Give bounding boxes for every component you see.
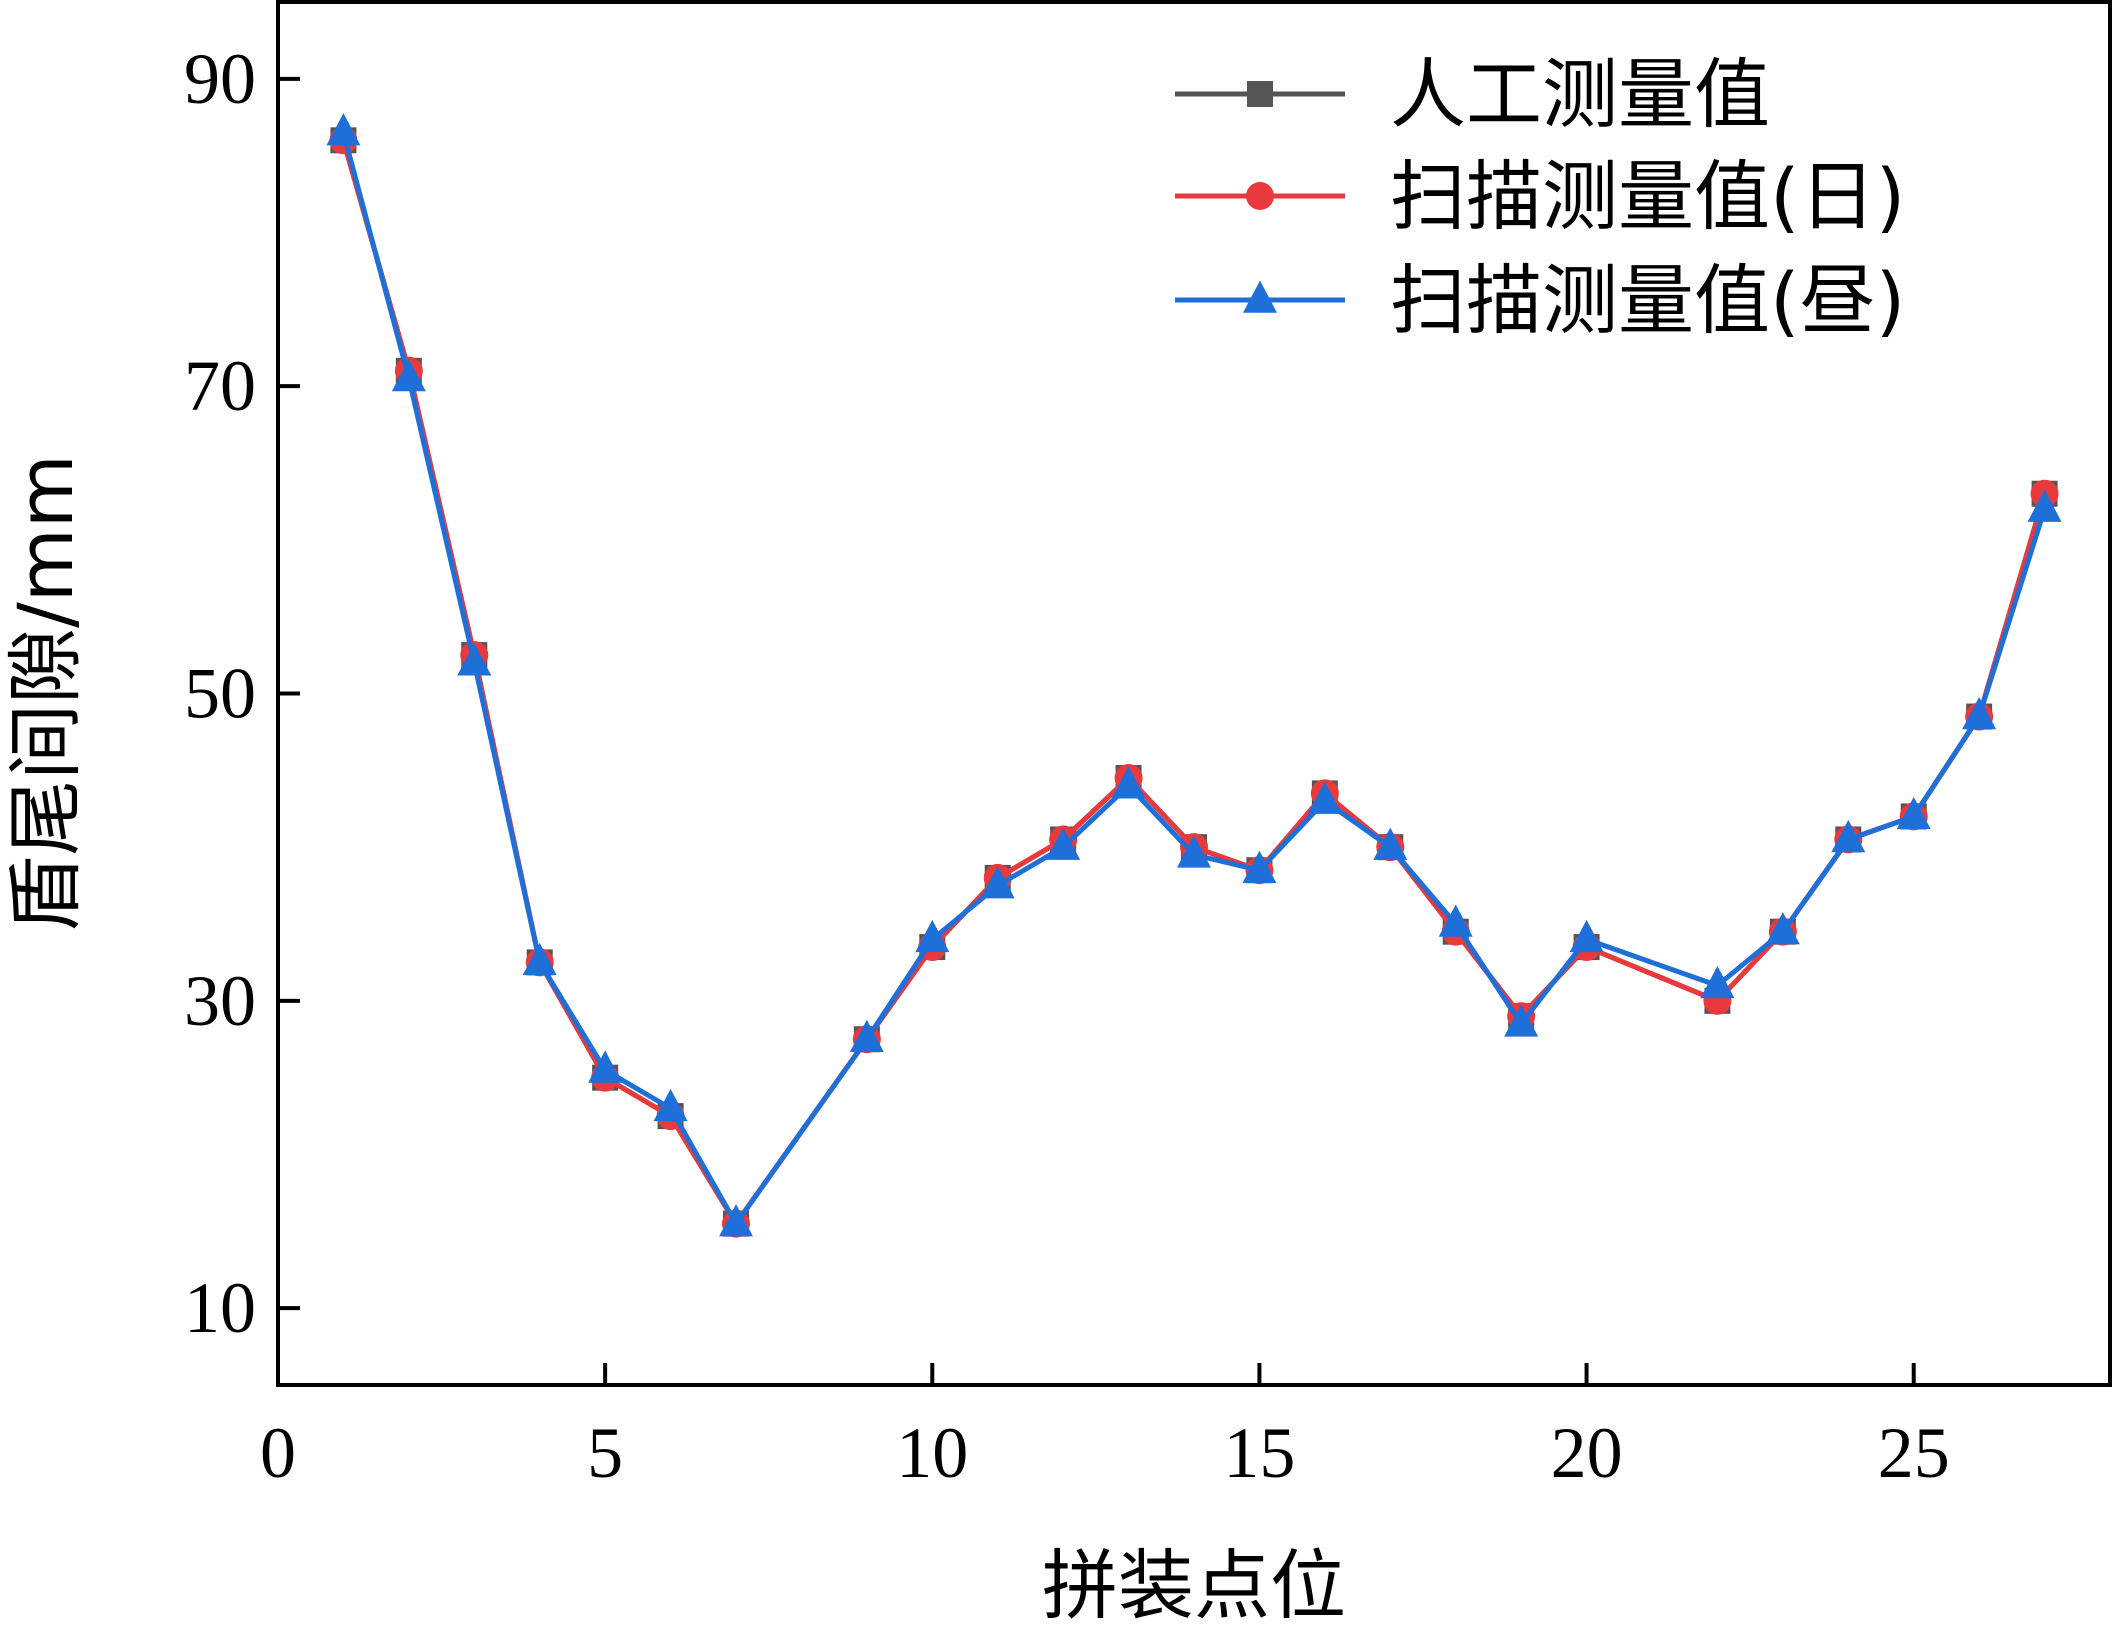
y-axis-title: 盾尾间隙/mm xyxy=(1,454,90,932)
data-point xyxy=(1111,766,1146,799)
legend-swatch-marker xyxy=(1246,182,1274,210)
data-point xyxy=(653,1088,688,1122)
data-point xyxy=(1438,904,1473,937)
legend-item: 扫描测量值(昼) xyxy=(1175,256,1905,345)
data-point xyxy=(326,113,361,146)
data-point xyxy=(1177,835,1211,868)
legend-item: 扫描测量值(日) xyxy=(1175,152,1905,241)
data-point xyxy=(1242,850,1277,883)
data-point xyxy=(915,919,950,953)
x-tick-label: 0 xyxy=(260,1413,296,1493)
data-point xyxy=(1504,1004,1539,1037)
x-tick-label: 5 xyxy=(587,1413,623,1493)
data-point xyxy=(1962,697,1997,730)
data-point xyxy=(457,643,492,676)
legend-label: 人工测量值 xyxy=(1390,50,1770,139)
data-point xyxy=(1307,781,1342,814)
series-3 xyxy=(326,113,2062,1237)
y-tick-label: 30 xyxy=(184,961,256,1041)
data-point xyxy=(980,866,1015,899)
legend-label: 扫描测量值(日) xyxy=(1390,152,1905,241)
x-tick-label: 25 xyxy=(1878,1413,1950,1493)
series-layer xyxy=(326,113,2062,1238)
x-axis-title: 拼装点位 xyxy=(1042,1541,1346,1627)
data-point xyxy=(522,942,557,976)
data-point xyxy=(1569,919,1604,953)
legend-item: 人工测量值 xyxy=(1175,50,1770,139)
x-tick-label: 15 xyxy=(1223,1413,1295,1493)
data-point xyxy=(1831,819,1866,853)
legend-swatch-marker xyxy=(1247,81,1273,107)
data-point xyxy=(391,358,426,392)
axis-ticks: 0 5 10 15 20 25 10 30 50 70 90 xyxy=(184,39,1950,1493)
y-tick-label: 50 xyxy=(184,654,256,734)
y-tick-label: 10 xyxy=(184,1268,256,1348)
x-tick-label: 10 xyxy=(896,1413,968,1493)
x-tick-label: 20 xyxy=(1551,1413,1623,1493)
data-point xyxy=(2027,489,2062,522)
data-point xyxy=(849,1019,884,1052)
data-point xyxy=(719,1204,753,1237)
legend-swatch-marker xyxy=(1243,280,1277,313)
data-point xyxy=(1765,912,1800,945)
y-tick-label: 70 xyxy=(184,346,256,426)
data-point xyxy=(1046,827,1081,860)
data-point xyxy=(1700,965,1735,999)
y-tick-label: 90 xyxy=(184,39,256,119)
legend-label: 扫描测量值(昼) xyxy=(1390,256,1905,345)
data-point xyxy=(588,1050,623,1083)
data-point xyxy=(1896,796,1931,830)
data-point xyxy=(1373,827,1408,860)
